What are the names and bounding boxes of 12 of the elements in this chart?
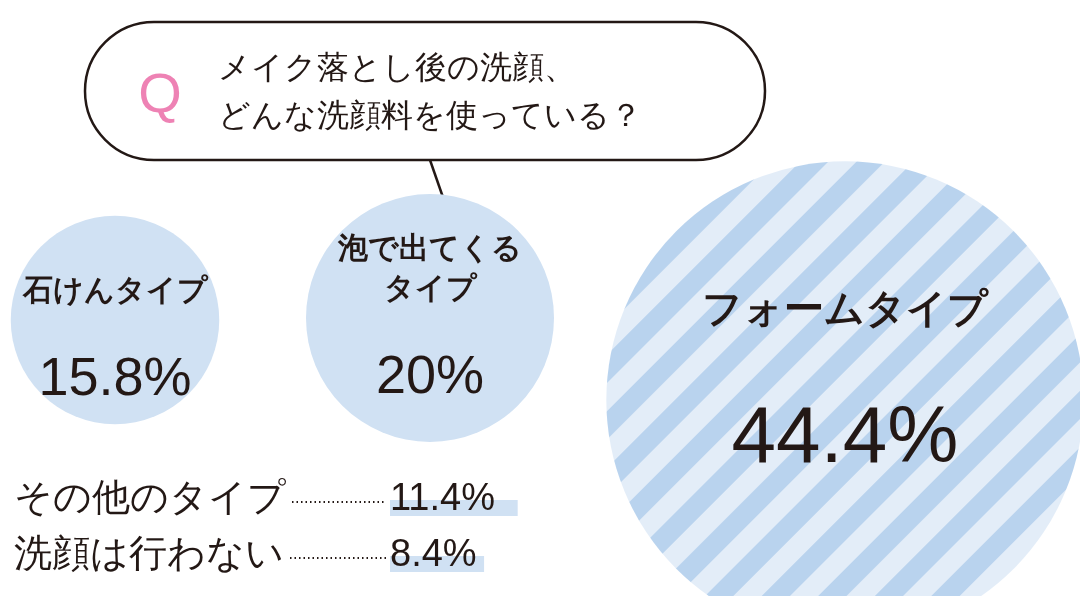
category-label: 泡で出てくるタイプ <box>337 231 522 304</box>
text: メイク落とし後の洗顔、どんな洗顔料を使っている？ <box>218 49 642 133</box>
data-label: 20% <box>375 344 485 404</box>
category-label: 洗顔は行わない <box>14 532 284 574</box>
text: Q <box>138 61 182 124</box>
category-label: その他のタイプ <box>14 476 286 518</box>
data-label: 15.8% <box>38 346 192 406</box>
data-label: 44.4% <box>731 390 959 479</box>
data-label: 11.4% <box>390 476 495 518</box>
category-label: 石けんタイプ <box>21 273 209 307</box>
data-label: 8.4% <box>390 532 477 574</box>
category-label: フォームタイプ <box>702 286 989 330</box>
